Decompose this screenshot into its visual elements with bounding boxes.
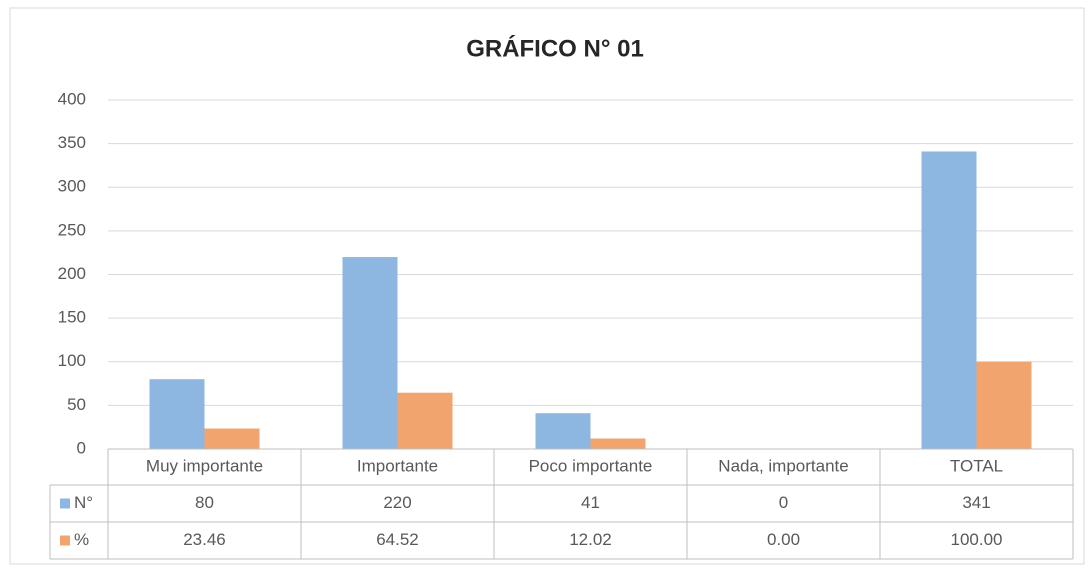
legend-label: % <box>74 530 89 549</box>
bar <box>397 392 453 449</box>
x-tick-label: Importante <box>357 456 438 475</box>
bar <box>342 257 398 449</box>
table-cell: 41 <box>581 493 600 512</box>
y-tick-label: 300 <box>58 177 86 196</box>
bar <box>204 428 260 449</box>
y-tick-label: 200 <box>58 264 86 283</box>
table-cell: 80 <box>195 493 214 512</box>
bar <box>921 151 977 450</box>
chart-border <box>9 7 1085 565</box>
table-cell: 341 <box>962 493 990 512</box>
x-tick-label: Muy importante <box>146 456 263 475</box>
table-cell: 0.00 <box>767 530 800 549</box>
legend-key <box>60 498 70 509</box>
bar <box>976 361 1032 449</box>
y-tick-label: 400 <box>58 89 86 108</box>
table-cell: 23.46 <box>183 530 226 549</box>
legend-key <box>60 535 70 546</box>
y-tick-label: 100 <box>58 351 86 370</box>
x-tick-label: TOTAL <box>950 456 1003 475</box>
y-tick-label: 250 <box>58 220 86 239</box>
x-tick-label: Poco importante <box>529 456 653 475</box>
chart-title: GRÁFICO N° 01 <box>466 34 644 62</box>
bar <box>535 413 591 449</box>
table-cell: 100.00 <box>951 530 1003 549</box>
y-tick-label: 350 <box>58 133 86 152</box>
y-tick-label: 150 <box>58 308 86 327</box>
table-cell: 12.02 <box>569 530 612 549</box>
y-tick-label: 0 <box>77 438 86 457</box>
y-tick-label: 50 <box>67 395 86 414</box>
legend-label: N° <box>74 493 93 512</box>
table-cell: 220 <box>383 493 411 512</box>
x-tick-label: Nada, importante <box>718 456 848 475</box>
bar <box>149 379 205 449</box>
bar <box>590 438 646 449</box>
table-cell: 64.52 <box>376 530 419 549</box>
table-cell: 0 <box>779 493 788 512</box>
